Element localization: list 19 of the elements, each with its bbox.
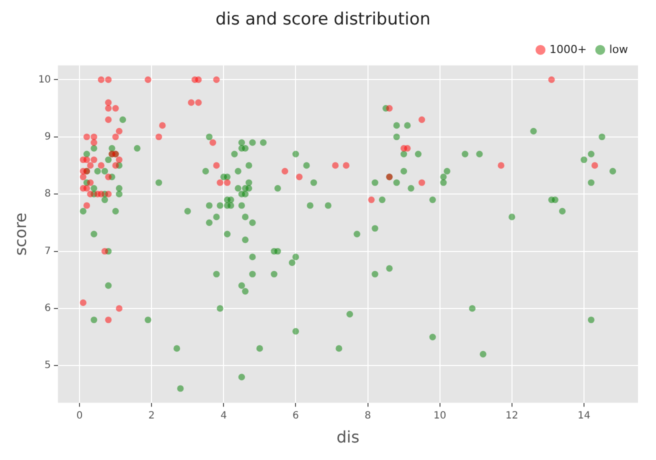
y-tick-label: 5 [44, 360, 51, 372]
x-axis-title: dis [336, 428, 360, 447]
x-tick-label: 4 [220, 410, 227, 422]
x-tick-label: 0 [76, 410, 83, 422]
legend-label: low [609, 42, 628, 56]
y-tick-label: 10 [38, 74, 51, 86]
y-tick-label: 7 [44, 246, 51, 257]
x-tick-label: 2 [148, 410, 155, 422]
x-tick-label: 8 [364, 410, 371, 422]
y-tick-label: 8 [44, 188, 51, 200]
y-tick-label: 9 [44, 131, 51, 142]
x-tick-label: 14 [578, 410, 590, 422]
x-tick-label: 10 [433, 410, 446, 422]
x-tick-label: 12 [506, 410, 518, 422]
y-tick-label: 6 [44, 303, 51, 314]
legend-label: 1000+ [550, 42, 587, 56]
chart-title: dis and score distribution [215, 10, 431, 30]
y-axis-title: score [10, 212, 30, 256]
x-tick-label: 6 [292, 410, 299, 422]
